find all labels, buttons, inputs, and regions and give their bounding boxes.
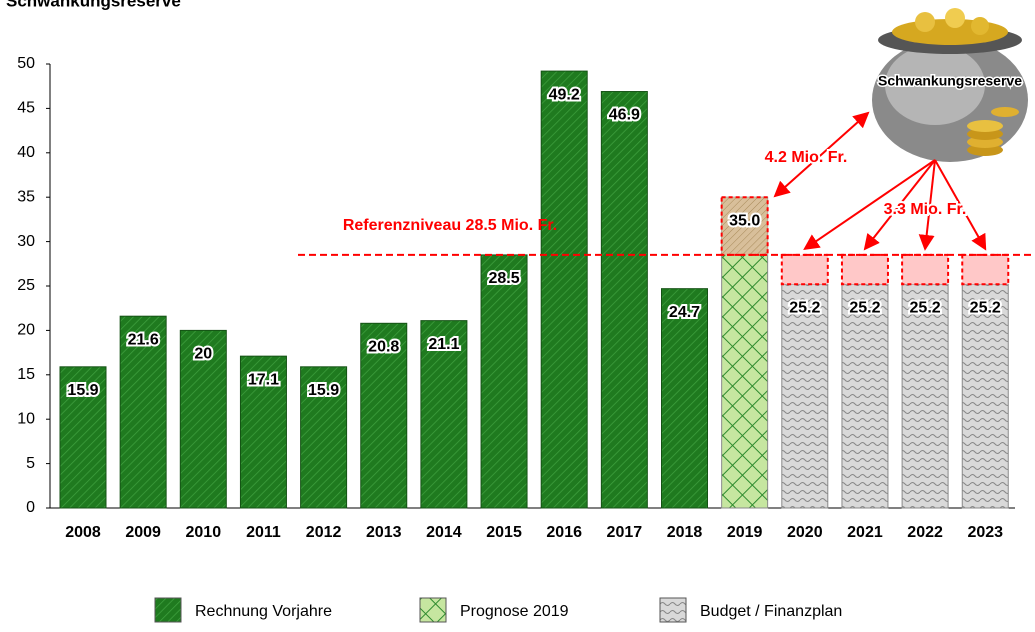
legend-label: Prognose 2019 <box>460 603 569 620</box>
value-label: 24.7 <box>669 304 700 321</box>
y-tick-label: 50 <box>17 55 35 72</box>
bar <box>481 255 527 508</box>
x-tick-label: 2015 <box>486 524 522 541</box>
y-tick-label: 40 <box>17 144 35 161</box>
value-label: 20.8 <box>368 339 399 356</box>
value-label: 46.9 <box>609 107 640 124</box>
chart-title: Schwankungsreserve <box>6 0 181 10</box>
legend-swatch <box>420 598 446 622</box>
annotation: 3.3 Mio. Fr. <box>884 201 967 218</box>
annotation: 4.2 Mio. Fr. <box>765 149 848 166</box>
y-tick-label: 15 <box>17 366 35 383</box>
x-tick-label: 2009 <box>125 524 161 541</box>
value-label: 21.1 <box>428 336 459 353</box>
y-tick-label: 45 <box>17 100 35 117</box>
value-label: 20 <box>194 346 212 363</box>
value-label: 25.2 <box>789 299 820 316</box>
bar <box>962 284 1008 508</box>
x-tick-label: 2018 <box>667 524 703 541</box>
value-label: 15.9 <box>67 382 98 399</box>
value-label: 15.9 <box>308 382 339 399</box>
value-label: 21.6 <box>128 331 159 348</box>
legend: Rechnung Vorjahre Prognose 2019 Budget / F… <box>155 598 842 622</box>
value-label: 25.2 <box>910 299 941 316</box>
value-label: 25.2 <box>970 299 1001 316</box>
y-tick-label: 25 <box>17 277 35 294</box>
gap-box <box>902 255 948 284</box>
value-label: 17.1 <box>248 371 279 388</box>
legend-label: Budget / Finanzplan <box>700 603 842 620</box>
chart: Schwankungsreserve Schwankungsreserve Re… <box>0 0 1035 627</box>
y-tick-label: 35 <box>17 188 35 205</box>
value-label: 35.0 <box>729 212 760 229</box>
x-tick-label: 2017 <box>607 524 643 541</box>
x-tick-label: 2014 <box>426 524 462 541</box>
bar <box>601 92 647 508</box>
y-tick-label: 5 <box>26 455 35 472</box>
x-tick-label: 2016 <box>546 524 582 541</box>
x-tick-label: 2020 <box>787 524 823 541</box>
value-label: 28.5 <box>488 270 519 287</box>
value-label: 25.2 <box>849 299 880 316</box>
gap-box <box>842 255 888 284</box>
gap-box <box>782 255 828 284</box>
bar <box>662 289 708 508</box>
x-tick-label: 2010 <box>186 524 222 541</box>
legend-swatch <box>155 598 181 622</box>
pot-label: Schwankungsreserve <box>878 73 1022 89</box>
x-tick-label: 2023 <box>967 524 1003 541</box>
bar <box>782 284 828 508</box>
value-label: 49.2 <box>549 86 580 103</box>
bar <box>842 284 888 508</box>
x-tick-label: 2019 <box>727 524 763 541</box>
y-tick-label: 0 <box>26 499 35 516</box>
x-tick-label: 2022 <box>907 524 943 541</box>
reference-label: Referenzniveau 28.5 Mio. Fr. <box>343 217 557 234</box>
x-tick-label: 2013 <box>366 524 402 541</box>
y-tick-label: 10 <box>17 410 35 427</box>
legend-swatch <box>660 598 686 622</box>
y-tick-label: 20 <box>17 322 35 339</box>
x-tick-label: 2008 <box>65 524 101 541</box>
x-tick-label: 2011 <box>246 524 281 541</box>
gap-box <box>962 255 1008 284</box>
y-tick-label: 30 <box>17 233 35 250</box>
bar <box>902 284 948 508</box>
x-tick-label: 2012 <box>306 524 342 541</box>
x-tick-label: 2021 <box>847 524 883 541</box>
bar <box>541 71 587 508</box>
legend-label: Rechnung Vorjahre <box>195 603 332 620</box>
